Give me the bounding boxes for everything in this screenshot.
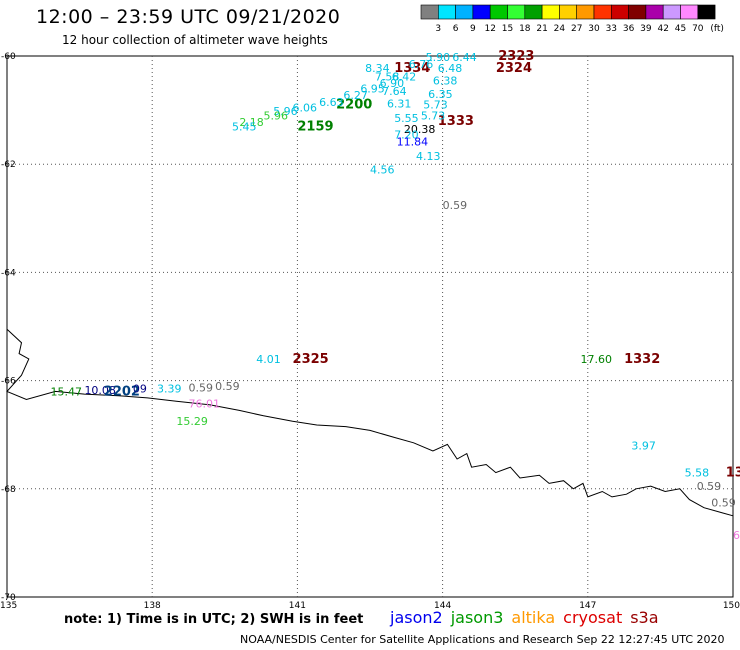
wave-height-label: 6.06 — [293, 101, 318, 114]
lon-label: 135 — [0, 601, 17, 611]
wave-height-label: 4.56 — [370, 164, 395, 177]
wave-height-label: 5.90 — [426, 51, 451, 64]
lat-label: -60 — [1, 52, 16, 62]
wave-height-label: 5.55 — [394, 112, 419, 125]
lat-label: -68 — [1, 485, 16, 495]
wave-height-label: 5.73 — [421, 110, 446, 123]
wave-height-label: 65. — [733, 529, 740, 542]
pass-time-label: 2324 — [496, 61, 532, 76]
legend-tick-label: 3 — [435, 24, 441, 34]
satellite-jason2: jason2 — [390, 608, 443, 627]
wave-height-label: 7.64 — [382, 85, 407, 98]
footnote: note: 1) Time is in UTC; 2) SWH is in fe… — [64, 612, 364, 627]
wave-height-label: 17.60 — [581, 353, 613, 366]
wave-height-label: 6.44 — [452, 51, 477, 64]
wave-height-label: 11.84 — [397, 135, 429, 148]
map-subtitle: 12 hour collection of altimeter wave hei… — [62, 33, 328, 47]
legend-tick-label: 30 — [588, 24, 600, 34]
wave-height-label: 0.59 — [189, 382, 214, 395]
legend-tick-label: 36 — [623, 24, 635, 34]
wave-height-label: 6.95 — [360, 82, 385, 95]
legend-tick-label: 12 — [484, 24, 495, 34]
wave-height-label: 7.58 — [375, 71, 400, 84]
color-legend: 3 6 9 12 15 18 21 24 27 30 33 36 39 42 45 70 (ft) — [420, 4, 724, 34]
pass-time-label: 2200 — [336, 98, 372, 113]
legend-swatch — [697, 4, 716, 20]
wave-height-label: 7.20 — [394, 128, 419, 141]
satellite-cryosat: cryosat — [563, 608, 623, 627]
wave-height-label: 3.39 — [157, 383, 182, 396]
wave-height-label: 0.59 — [443, 199, 468, 212]
legend-tick-label: 70 — [692, 24, 704, 34]
pass-time-label: 1334 — [394, 61, 430, 76]
pass-time-label: 1331 — [726, 466, 740, 481]
wave-height-label: 6.27 — [343, 89, 368, 102]
pass-time-label: 2323 — [498, 49, 534, 64]
wave-height-label: 0.59 — [215, 380, 240, 393]
lon-label: 147 — [579, 601, 596, 611]
legend-tick-label: 42 — [657, 24, 668, 34]
legend-tick-label: 24 — [554, 24, 566, 34]
wave-height-label: 8.34 — [365, 62, 390, 75]
wave-height-label: 6.31 — [387, 98, 412, 111]
lon-label: 141 — [289, 601, 306, 611]
legend-tick-label: 45 — [675, 24, 686, 34]
wave-height-label: 5.45 — [232, 120, 257, 133]
wave-height-label: 20.38 — [404, 123, 436, 136]
wave-height-label: 3.97 — [631, 440, 656, 453]
lon-label: 144 — [434, 601, 451, 611]
pass-time-label: 1333 — [438, 114, 474, 129]
pass-time-label: 2325 — [293, 352, 329, 367]
lon-label: 138 — [144, 601, 161, 611]
wave-height-label: 6.42 — [392, 71, 417, 84]
wave-height-label: 15.47 — [51, 385, 82, 398]
lon-label: 150 — [723, 601, 740, 611]
wave-height-label: 10.08 — [84, 384, 116, 397]
wave-height-label: 4.13 — [416, 150, 441, 163]
wave-height-label: 4.01 — [256, 353, 281, 366]
wave-height-label: 6.38 — [433, 74, 458, 87]
wave-height-label: 15.29 — [176, 415, 208, 428]
wave-height-label: 5.96 — [264, 110, 289, 123]
satellite-jason3: jason3 — [450, 608, 504, 627]
pass-time-label: 1332 — [624, 352, 660, 367]
legend-tick-label: 18 — [519, 24, 531, 34]
lat-label: -62 — [1, 160, 16, 170]
wave-height-label: 0.59 — [711, 496, 736, 509]
legend-tick-label: 21 — [536, 24, 547, 34]
credit-line: NOAA/NESDIS Center for Satellite Applica… — [240, 633, 725, 646]
wave-height-label: 6.35 — [428, 88, 453, 101]
wave-height-label: 6.48 — [438, 62, 463, 75]
wave-height-label: 6.63 — [319, 96, 344, 109]
satellite-altika: altika — [511, 608, 556, 627]
wave-height-label: 2.18 — [239, 116, 264, 129]
wave-height-label: 6.90 — [380, 77, 405, 90]
legend-tick-label: 9 — [470, 24, 476, 34]
wave-height-label: 5.73 — [423, 99, 448, 112]
wave-height-label: 0.59 — [697, 480, 722, 493]
wave-height-label: 5.96 — [273, 105, 298, 118]
wave-height-label: 6.76 — [409, 58, 434, 71]
satellite-s3a: s3a — [630, 608, 659, 627]
legend-tick-label: 15 — [502, 24, 513, 34]
wave-height-label: 09 — [133, 383, 147, 396]
legend-tick-label: 33 — [606, 24, 617, 34]
wave-height-label: 76.01 — [189, 397, 221, 410]
pass-time-label: 2159 — [297, 119, 333, 134]
legend-tick-label: 27 — [571, 24, 582, 34]
map-frame — [6, 55, 734, 598]
legend-tick-label: 6 — [453, 24, 459, 34]
wave-height-label: 5.58 — [685, 467, 710, 480]
map-title: 12:00 – 23:59 UTC 09/21/2020 — [36, 6, 341, 28]
lat-label: -66 — [1, 377, 16, 387]
legend-unit: (ft) — [710, 24, 724, 34]
pass-time-label: 2202 — [104, 384, 140, 399]
legend-tick-label: 39 — [640, 24, 652, 34]
lat-label: -70 — [1, 593, 16, 603]
satellite-legend: jason2 jason3 altika cryosat s3a — [390, 608, 667, 627]
lat-label: -64 — [1, 268, 16, 278]
coastline — [6, 328, 734, 517]
